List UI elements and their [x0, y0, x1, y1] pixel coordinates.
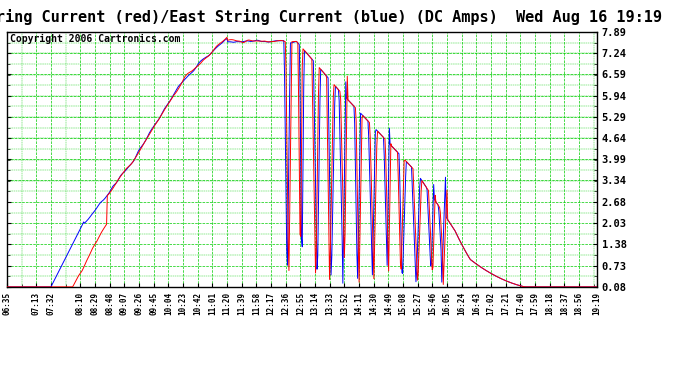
- Text: Copyright 2006 Cartronics.com: Copyright 2006 Cartronics.com: [10, 34, 180, 45]
- Text: West String Current (red)/East String Current (blue) (DC Amps)  Wed Aug 16 19:19: West String Current (red)/East String Cu…: [0, 9, 662, 25]
